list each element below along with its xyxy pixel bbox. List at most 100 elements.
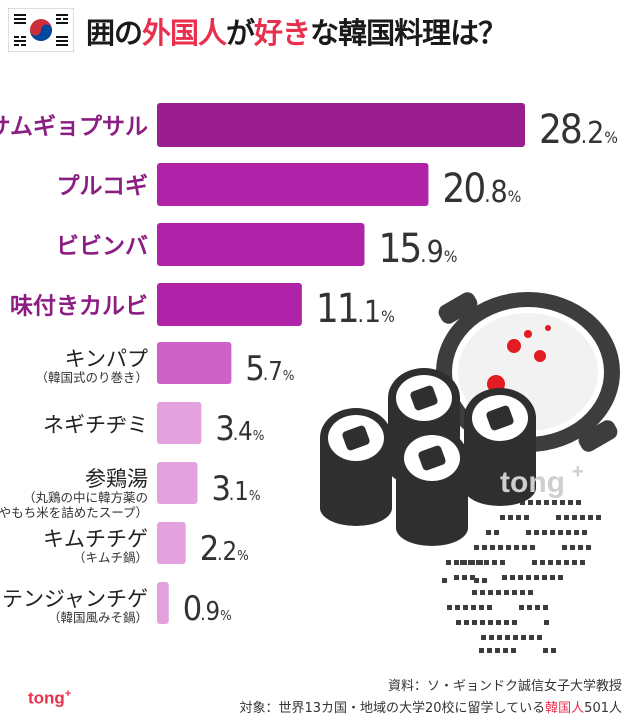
map-dot	[562, 545, 567, 550]
map-dot	[556, 560, 561, 565]
category-label: テンジャンチゲ	[2, 587, 148, 611]
map-dot	[560, 500, 565, 505]
map-dot	[463, 605, 468, 610]
map-dot	[480, 620, 485, 625]
map-dot	[536, 500, 541, 505]
category-sublabel: （キムチ鍋）	[73, 550, 148, 565]
bar-series: 28.2% サムギョプサル 20.8% プルコギ 15.9% ビビンバ 11.1% 味付きカル…	[0, 103, 618, 629]
kimbap-roll	[396, 428, 468, 546]
map-dot	[534, 530, 539, 535]
map-dot	[516, 515, 521, 520]
map-dot	[548, 560, 553, 565]
map-dot	[454, 560, 459, 565]
map-dot	[540, 560, 545, 565]
category-label: プルコギ	[56, 174, 148, 200]
map-dot	[462, 575, 467, 580]
value-label: 0.9%	[183, 589, 232, 629]
map-dot	[564, 560, 569, 565]
map-dot	[542, 575, 547, 580]
bar	[157, 462, 198, 504]
bar	[157, 283, 302, 326]
map-dot	[490, 545, 495, 550]
map-dot	[558, 530, 563, 535]
korea-map-icon	[442, 500, 601, 653]
map-dot	[495, 648, 500, 653]
bar	[157, 582, 169, 624]
map-dot	[528, 590, 533, 595]
category-label: サムギョプサル	[0, 114, 148, 140]
value-label: 3.1%	[211, 469, 260, 509]
map-dot	[479, 648, 484, 653]
map-dot	[520, 590, 525, 595]
header: 囲の外国人が好きな韓国料理は？	[0, 0, 640, 62]
kimbap-icon	[320, 368, 536, 546]
map-dot	[480, 590, 485, 595]
map-dot	[520, 500, 525, 505]
map-dot	[482, 545, 487, 550]
category-sublabel: （韓国式のり巻き）	[35, 370, 148, 385]
map-dot	[529, 635, 534, 640]
category-sublabel: （韓国風みそ鍋）	[48, 610, 148, 625]
footer-brand-logo: tong+	[28, 688, 72, 708]
map-dot	[512, 620, 517, 625]
map-dot	[492, 560, 497, 565]
bar	[157, 163, 429, 206]
category-label: 参鶏湯	[85, 467, 148, 491]
map-dot	[580, 560, 585, 565]
map-dot	[530, 545, 535, 550]
map-dot	[580, 515, 585, 520]
map-dot	[484, 560, 489, 565]
map-dot	[487, 648, 492, 653]
map-dot	[522, 545, 527, 550]
map-dot	[537, 635, 542, 640]
value-label: 15.9%	[378, 226, 457, 272]
map-dot	[564, 515, 569, 520]
map-dot	[558, 575, 563, 580]
map-dot	[535, 605, 540, 610]
map-dot	[442, 578, 447, 583]
map-dot	[528, 500, 533, 505]
map-dot	[519, 605, 524, 610]
map-dot	[487, 605, 492, 610]
map-dot	[550, 530, 555, 535]
map-dot	[574, 530, 579, 535]
map-dot	[578, 545, 583, 550]
map-dot	[474, 578, 479, 583]
food-illustration: tong +	[320, 292, 620, 653]
svg-text:tong: tong	[500, 466, 565, 499]
category-sublabel: （丸鶏の中に韓方薬の	[23, 490, 148, 505]
map-dot	[586, 545, 591, 550]
map-dot	[497, 635, 502, 640]
map-dot	[513, 635, 518, 640]
map-dot	[551, 648, 556, 653]
map-dot	[489, 635, 494, 640]
map-dot	[526, 575, 531, 580]
map-dot	[470, 575, 475, 580]
value-label: 2.2%	[200, 529, 249, 569]
category-label: キムチチゲ	[43, 527, 148, 551]
map-dot	[456, 620, 461, 625]
map-dot	[543, 648, 548, 653]
map-dot	[552, 500, 557, 505]
page-title: 囲の外国人が好きな韓国料理は？	[86, 16, 507, 50]
category-label: ネギチヂミ	[43, 413, 148, 437]
map-dot	[447, 605, 452, 610]
map-dot	[479, 605, 484, 610]
map-dot	[572, 515, 577, 520]
map-dot	[486, 530, 491, 535]
map-dot	[504, 620, 509, 625]
map-dot	[500, 560, 505, 565]
map-dot	[472, 620, 477, 625]
category-label: ビビンバ	[56, 234, 148, 260]
map-dot	[550, 575, 555, 580]
kimbap-roll	[320, 408, 392, 526]
map-dot	[514, 545, 519, 550]
map-dot	[521, 635, 526, 640]
map-dot	[527, 605, 532, 610]
map-dot	[455, 605, 460, 610]
kimbap-roll	[464, 388, 536, 506]
map-dot	[568, 500, 573, 505]
bar	[157, 223, 365, 266]
map-dot	[446, 560, 451, 565]
